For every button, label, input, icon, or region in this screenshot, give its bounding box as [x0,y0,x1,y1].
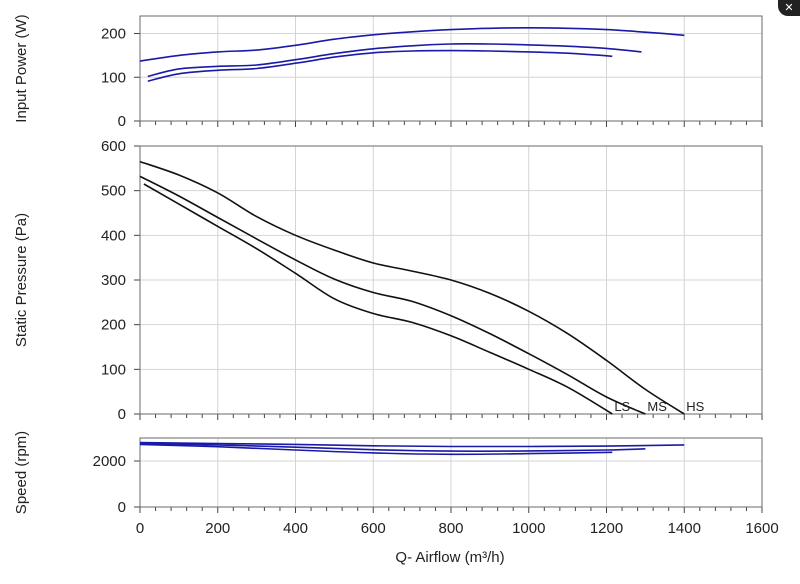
y-tick-label: 600 [101,138,126,155]
series-line [139,160,685,415]
x-tick-label: 800 [438,520,463,537]
x-tick-label: 0 [136,520,144,537]
x-tick-label: 1400 [668,520,701,537]
y-tick-label: 100 [101,361,126,378]
input-power-panel: 0 100 200 Input Power (W) [13,14,763,130]
y-tick-label: 400 [101,227,126,244]
series-label: HS [686,399,704,414]
y-tick-label: 200 [101,317,126,334]
x-tick-label: 400 [283,520,308,537]
y-tick-label: 0 [118,113,126,130]
y-tick-label: 300 [101,272,126,289]
x-tick-label: 1600 [745,520,778,537]
y-axis-title: Input Power (W) [13,14,30,122]
close-button[interactable]: ✕ [778,0,800,16]
series-line [139,441,685,448]
series-line [139,175,646,415]
speed-panel: 0 2000 Speed (rpm) [13,431,763,516]
series-line [139,26,685,62]
static-pressure-panel: 0 100 200 300 400 500 600 HS MS LS Static Pressure… [13,138,763,423]
plot-frame [139,145,763,415]
series-line [147,49,613,82]
series-line [139,443,613,456]
series-line [139,442,646,452]
x-tick-label: 200 [205,520,230,537]
y-tick-label: 100 [101,69,126,86]
y-tick-label: 0 [118,499,126,516]
series-line [147,43,642,78]
x-tick-label: 1200 [590,520,623,537]
series-line [143,183,613,415]
y-tick-label: 2000 [93,453,126,470]
y-tick-label: 0 [118,406,126,423]
y-tick-label: 500 [101,183,126,200]
x-tick-label: 600 [361,520,386,537]
x-tick-label: 1000 [512,520,545,537]
plot-frame [139,437,763,508]
x-axis-title: Q- Airflow (m³/h) [395,549,504,566]
series-label: MS [647,399,667,414]
y-tick-label: 200 [101,26,126,43]
plot-frame [139,15,763,122]
series-label: LS [614,399,630,414]
y-axis-title: Speed (rpm) [13,431,30,514]
y-axis-title: Static Pressure (Pa) [13,213,30,347]
